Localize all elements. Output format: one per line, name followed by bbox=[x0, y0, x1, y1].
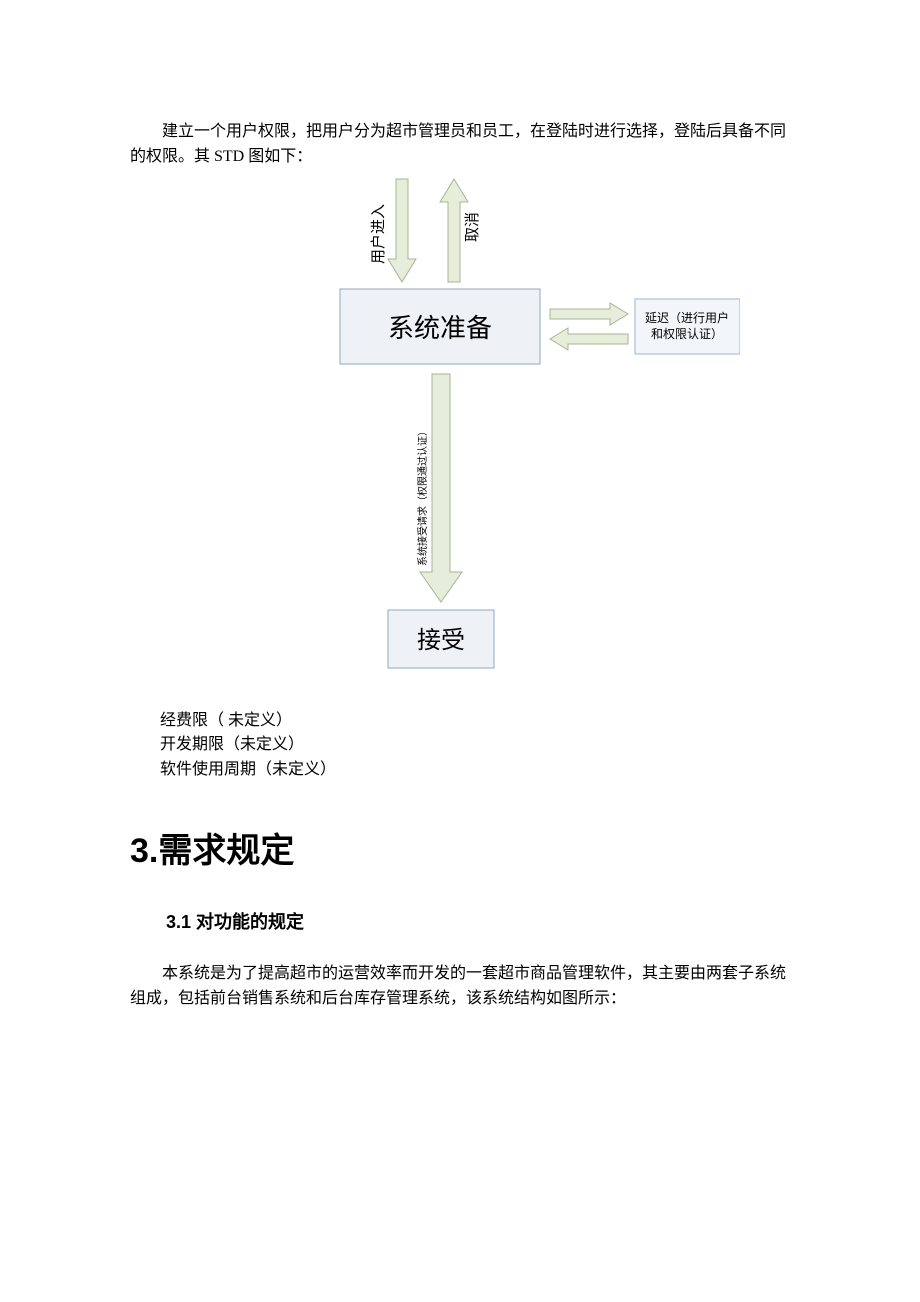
arrow-user-enter: 用户进入 bbox=[370, 179, 416, 282]
label-user-enter: 用户进入 bbox=[370, 204, 387, 264]
node-system-ready: 系统准备 bbox=[340, 289, 540, 364]
node-delay-line1: 延迟（进行用户 bbox=[645, 310, 729, 325]
list-item-budget: 经费限（ 未定义） bbox=[160, 709, 790, 734]
node-accept: 接受 bbox=[388, 610, 494, 668]
std-diagram: 用户进入 取消 系统准备 bbox=[180, 174, 740, 679]
list-item-deadline: 开发期限（未定义） bbox=[160, 733, 790, 758]
node-accept-label: 接受 bbox=[417, 627, 465, 654]
body-paragraph: 本系统是为了提高超市的运营效率而开发的一套超市商品管理软件，其主要由两套子系统组… bbox=[130, 962, 790, 1012]
label-cancel: 取消 bbox=[464, 212, 481, 242]
sub-title: 3.1 对功能的规定 bbox=[166, 908, 790, 934]
node-delay: 延迟（进行用户 和权限认证） bbox=[635, 299, 740, 354]
label-request: 系统接受请求（权限通过认证） bbox=[416, 426, 429, 566]
node-system-ready-label: 系统准备 bbox=[388, 314, 492, 343]
std-diagram-container: 用户进入 取消 系统准备 bbox=[130, 174, 790, 679]
arrow-from-delay bbox=[550, 328, 628, 350]
section-title: 3.需求规定 bbox=[130, 823, 790, 872]
arrow-cancel: 取消 bbox=[440, 179, 481, 282]
arrow-to-delay bbox=[550, 303, 628, 325]
constraints-list: 经费限（ 未定义） 开发期限（未定义） 软件使用周期（未定义） bbox=[160, 709, 790, 783]
list-item-lifecycle: 软件使用周期（未定义） bbox=[160, 758, 790, 783]
document-page: 建立一个用户权限，把用户分为超市管理员和员工，在登陆时进行选择，登陆后具备不同的… bbox=[0, 0, 920, 1076]
intro-paragraph: 建立一个用户权限，把用户分为超市管理员和员工，在登陆时进行选择，登陆后具备不同的… bbox=[130, 120, 790, 170]
arrow-accept: 系统接受请求（权限通过认证） bbox=[416, 374, 462, 602]
node-delay-line2: 和权限认证） bbox=[651, 327, 723, 341]
